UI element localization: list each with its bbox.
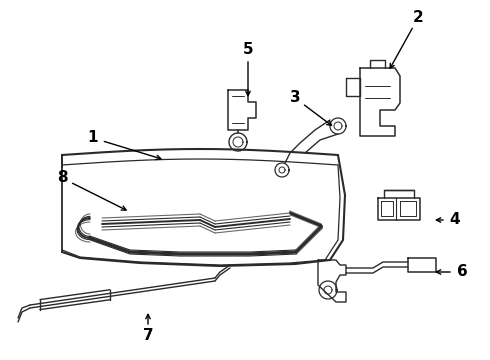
Text: 7: 7 — [143, 328, 153, 343]
Text: 8: 8 — [57, 171, 67, 185]
Text: 1: 1 — [88, 130, 98, 145]
Text: 5: 5 — [243, 42, 253, 58]
Text: 6: 6 — [457, 265, 467, 279]
Text: 4: 4 — [450, 212, 460, 228]
Text: 2: 2 — [413, 10, 423, 26]
Text: 3: 3 — [290, 90, 300, 105]
